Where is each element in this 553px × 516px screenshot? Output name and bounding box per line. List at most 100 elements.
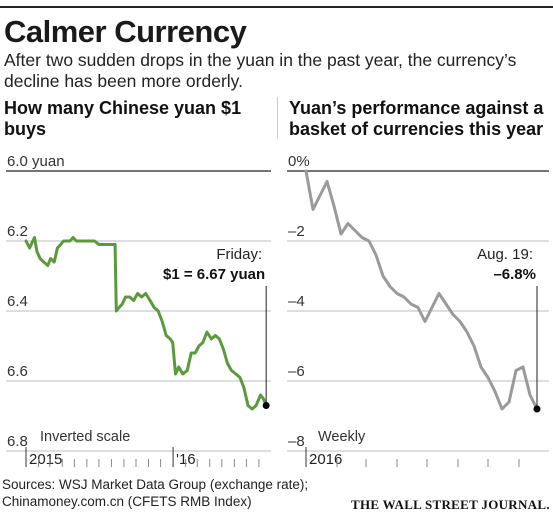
data-point	[57, 248, 58, 249]
data-point	[145, 293, 146, 294]
sources-line-1: Sources: WSJ Market Data Group (exchange…	[2, 477, 309, 492]
data-point	[47, 265, 48, 266]
data-point	[119, 307, 120, 308]
data-point	[516, 370, 517, 371]
data-point	[162, 321, 163, 322]
data-point	[530, 395, 531, 396]
data-point	[453, 314, 454, 315]
data-point	[390, 286, 391, 287]
data-point	[125, 297, 126, 298]
axis-note: Inverted scale	[40, 429, 130, 445]
data-point	[235, 374, 236, 375]
data-point	[109, 244, 110, 245]
data-point	[89, 241, 90, 242]
data-point	[150, 300, 151, 301]
data-point	[256, 405, 257, 406]
data-point	[63, 241, 64, 242]
data-point	[158, 311, 159, 312]
y-tick-label: 6.0 yuan	[7, 153, 65, 170]
data-point	[86, 241, 87, 242]
data-point	[376, 255, 377, 256]
data-point	[141, 297, 142, 298]
data-point	[170, 339, 171, 340]
data-point	[320, 195, 321, 196]
data-point	[306, 171, 307, 172]
data-point	[175, 374, 176, 375]
data-point	[116, 311, 117, 312]
y-tick-label: 6.2	[7, 223, 28, 240]
data-point	[73, 237, 74, 238]
annotation-dot	[262, 402, 270, 409]
top-rule	[0, 6, 553, 8]
data-point	[54, 262, 55, 263]
data-point	[362, 237, 363, 238]
data-point	[404, 297, 405, 298]
data-point	[202, 342, 203, 343]
data-point	[383, 276, 384, 277]
sources-line-2: Chinamoney.com.cn (CFETS RMB Index)	[2, 494, 252, 509]
data-point	[195, 353, 196, 354]
data-point	[348, 223, 349, 224]
data-point	[187, 370, 188, 371]
data-point	[129, 297, 130, 298]
data-point	[60, 244, 61, 245]
data-point	[227, 363, 228, 364]
series-line	[24, 236, 268, 411]
annotation-label-1: Friday:	[216, 246, 262, 263]
data-point	[82, 241, 83, 242]
y-tick-label: –2	[288, 223, 305, 240]
annotation-dot	[533, 405, 541, 413]
data-point	[79, 241, 80, 242]
y-tick-label: –4	[288, 293, 305, 310]
data-point	[36, 251, 37, 252]
left-panel-title: How many Chinese yuan $1 buys	[4, 98, 242, 139]
data-point	[76, 241, 77, 242]
annotation-label-2: –6.8%	[493, 266, 536, 283]
data-point	[488, 377, 489, 378]
chart-subtitle: After two sudden drops in the yuan in th…	[4, 50, 517, 91]
data-point	[502, 409, 503, 410]
y-tick-label: –6	[288, 363, 305, 380]
data-point	[115, 244, 116, 245]
data-point	[26, 241, 27, 242]
y-tick-label: 6.6	[7, 363, 28, 380]
data-point	[460, 321, 461, 322]
data-point	[40, 258, 41, 259]
data-point	[397, 293, 398, 294]
data-point	[98, 244, 99, 245]
annotation-label-2: $1 = 6.67 yuan	[163, 266, 265, 283]
right-panel-title: Yuan’s performance against a basket of c…	[289, 98, 544, 139]
y-tick-label: 6.4	[7, 293, 28, 310]
data-point	[50, 258, 51, 259]
data-point	[69, 241, 70, 242]
column-divider	[277, 97, 278, 139]
data-point	[248, 405, 249, 406]
y-tick-label: –8	[288, 433, 305, 450]
data-point	[43, 262, 44, 263]
x-tick-label: 2015	[29, 451, 62, 468]
data-point	[418, 307, 419, 308]
data-point	[154, 307, 155, 308]
data-point	[334, 206, 335, 207]
data-point	[495, 391, 496, 392]
data-point	[231, 370, 232, 371]
series-line	[304, 169, 539, 411]
y-tick-label: 0%	[288, 153, 310, 170]
data-point	[446, 304, 447, 305]
data-point	[29, 248, 30, 249]
data-point	[133, 300, 134, 301]
data-point	[481, 367, 482, 368]
data-point	[94, 241, 95, 242]
data-point	[244, 388, 245, 389]
data-point	[509, 402, 510, 403]
data-point	[206, 332, 207, 333]
data-point	[425, 321, 426, 322]
data-point	[172, 342, 173, 343]
data-point	[215, 335, 216, 336]
data-point	[178, 367, 179, 368]
data-point	[252, 409, 253, 410]
data-point	[260, 395, 261, 396]
data-point	[327, 181, 328, 182]
y-tick-label: 6.8	[7, 433, 28, 450]
